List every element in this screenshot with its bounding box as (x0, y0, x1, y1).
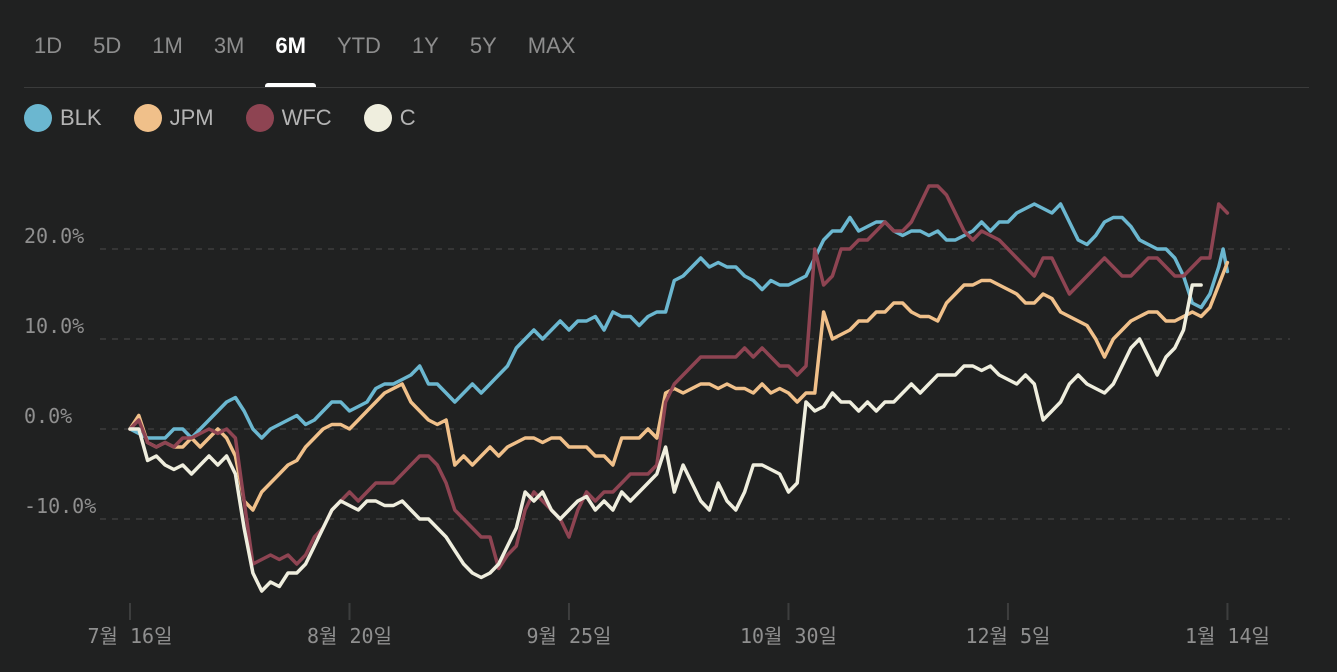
legend-item-c[interactable]: C (363, 104, 416, 132)
legend-item-wfc[interactable]: WFC (245, 104, 332, 132)
tab-3m[interactable]: 3M (213, 33, 245, 58)
y-tick-label: -10.0% (24, 494, 96, 518)
y-tick-label: 0.0% (24, 404, 72, 428)
x-tick-label: 7월 16일 (88, 624, 173, 648)
y-tick-label: 20.0% (24, 224, 84, 248)
x-tick-label: 1월 14일 (1185, 624, 1270, 648)
x-tick-label: 12월 5일 (965, 624, 1050, 648)
legend-label: WFC (281, 105, 332, 130)
tab-5y[interactable]: 5Y (469, 33, 497, 58)
series-lines (128, 184, 1230, 593)
legend-item-jpm[interactable]: JPM (133, 104, 214, 132)
tab-max[interactable]: MAX (527, 33, 576, 58)
series-line-wfc (128, 184, 1230, 571)
legend-dot-icon (363, 104, 392, 132)
tab-ytd[interactable]: YTD (336, 33, 381, 58)
x-tick-label: 10월 30일 (740, 624, 837, 648)
legend-item-blk[interactable]: BLK (24, 104, 102, 132)
tab-1d[interactable]: 1D (34, 33, 63, 58)
y-tick-label: 10.0% (24, 314, 84, 338)
series-line-jpm (128, 260, 1230, 512)
range-tabs: 1D 5D 1M 3M 6M YTD 1Y 5Y MAX (24, 28, 596, 88)
tab-1y[interactable]: 1Y (411, 33, 439, 58)
legend-dot-icon (24, 104, 52, 132)
legend-label: C (399, 105, 416, 130)
series-line-blk (128, 202, 1230, 440)
legend-label: JPM (169, 105, 214, 130)
chart-legend: BLK JPM WFC C (24, 104, 448, 132)
legend-label: BLK (60, 105, 102, 130)
legend-dot-icon (245, 104, 274, 132)
y-axis-ticks: 20.0% 10.0% 0.0% -10.0% (24, 224, 96, 518)
tab-5d[interactable]: 5D (93, 33, 122, 58)
tab-1m[interactable]: 1M (152, 33, 183, 58)
tabs-divider (24, 87, 1309, 88)
legend-dot-icon (133, 104, 162, 132)
x-tick-label: 9월 25일 (526, 624, 611, 648)
x-tick-label: 8월 20일 (307, 624, 392, 648)
x-axis-ticks: 7월 16일 8월 20일 9월 25일 10월 30일 12월 5일 1월 14일 (88, 603, 1270, 648)
tab-6m[interactable]: 6M (265, 28, 316, 88)
series-line-c (128, 283, 1203, 593)
